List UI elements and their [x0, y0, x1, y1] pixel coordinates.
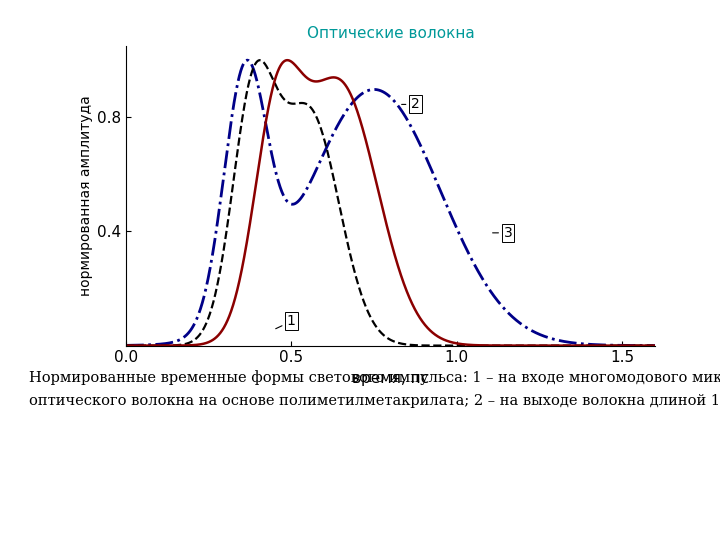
- Text: Нормированные временные формы светового импульса: 1 – на входе многомодового мик: Нормированные временные формы светового …: [29, 370, 720, 385]
- Title: Оптические волокна: Оптические волокна: [307, 25, 474, 40]
- Text: 3: 3: [492, 226, 513, 240]
- Y-axis label: нормированная амплитуда: нормированная амплитуда: [79, 96, 93, 296]
- Text: 2: 2: [402, 97, 420, 111]
- Text: оптического волокна на основе полиметилметакрилата; 2 – на выходе волокна длиной: оптического волокна на основе полиметилм…: [29, 394, 720, 408]
- X-axis label: время, пс: время, пс: [352, 371, 429, 386]
- Text: 1: 1: [276, 314, 296, 329]
